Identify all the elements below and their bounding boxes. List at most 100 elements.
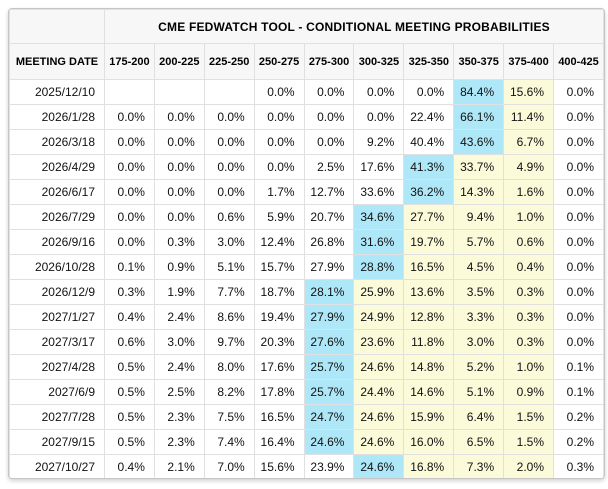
probability-cell: 9.7% xyxy=(203,329,255,355)
probability-cell: 0.3% xyxy=(503,304,555,330)
probability-cell: 27.7% xyxy=(403,204,455,230)
probability-cell: 0.0% xyxy=(553,204,604,230)
probability-cell: 5.1% xyxy=(203,254,255,280)
probability-cell: 27.6% xyxy=(303,329,355,355)
probability-cell: 1.5% xyxy=(503,404,555,430)
probability-cell: 0.0% xyxy=(104,229,155,255)
probability-cell: 0.5% xyxy=(104,354,155,380)
probability-cell: 4.9% xyxy=(503,154,555,180)
column-header-range-225-250: 225-250 xyxy=(203,43,255,80)
column-header-range-400-425: 400-425 xyxy=(553,43,604,80)
probability-cell: 3.0% xyxy=(453,329,505,355)
table-row: 2026/4/29 0.0% 0.0% 0.0% 0.0% 2.5% 17.6% 41.3% 3… xyxy=(9,154,604,180)
table-row: 2025/12/10 0.0% 0.0% 0.0% 0.0% 84.4% 15.6% 0.0% xyxy=(9,79,604,105)
probability-cell: 1.0% xyxy=(503,354,555,380)
probability-cell: 3.0% xyxy=(153,329,205,355)
column-header-range-275-300: 275-300 xyxy=(303,43,355,80)
probability-cell: 33.6% xyxy=(353,179,405,205)
probability-cell: 22.4% xyxy=(403,104,455,130)
meeting-date-cell: 2026/4/29 xyxy=(9,154,105,180)
probability-cell: 33.7% xyxy=(453,154,505,180)
probability-cell: 0.3% xyxy=(503,279,555,305)
table-row: 2026/9/16 0.0% 0.3% 3.0% 12.4% 26.8% 31.6% 19.7… xyxy=(9,229,604,255)
probability-cell: 19.7% xyxy=(403,229,455,255)
probability-cell: 0.2% xyxy=(553,404,604,430)
probability-cell: 2.3% xyxy=(153,404,205,430)
probability-cell: 16.5% xyxy=(253,404,305,430)
probability-cell: 2.5% xyxy=(153,379,205,405)
probability-cell: 12.4% xyxy=(253,229,305,255)
probability-cell: 0.0% xyxy=(153,179,205,205)
probability-cell: 12.8% xyxy=(403,304,455,330)
table-row: 2026/6/17 0.0% 0.0% 0.0% 1.7% 12.7% 33.6% 36.2%… xyxy=(9,179,604,205)
probability-cell: 11.4% xyxy=(503,104,555,130)
probability-cell: 0.5% xyxy=(104,429,155,455)
probability-cell: 0.6% xyxy=(104,329,155,355)
probability-cell: 0.0% xyxy=(203,104,255,130)
probability-cell: 0.0% xyxy=(303,129,355,155)
table-row: 2026/7/29 0.0% 0.0% 0.6% 5.9% 20.7% 34.6% 27.7%… xyxy=(9,204,604,230)
probability-cell: 1.7% xyxy=(253,179,305,205)
probability-cell: 0.0% xyxy=(104,179,155,205)
probability-cell: 0.1% xyxy=(553,354,604,380)
probability-cell: 0.9% xyxy=(503,379,555,405)
probability-cell: 0.3% xyxy=(104,279,155,305)
probability-cell: 5.9% xyxy=(253,204,305,230)
probability-cell: 24.6% xyxy=(353,454,405,478)
meeting-date-cell: 2026/1/28 xyxy=(9,104,105,130)
probability-cell: 0.3% xyxy=(153,229,205,255)
probability-cell: 34.6% xyxy=(353,204,405,230)
probability-cell: 24.9% xyxy=(353,304,405,330)
probability-cell: 6.5% xyxy=(453,429,505,455)
probability-cell: 24.4% xyxy=(353,379,405,405)
probability-cell: 5.1% xyxy=(453,379,505,405)
probability-cell: 0.0% xyxy=(104,204,155,230)
column-header-range-350-375: 350-375 xyxy=(453,43,505,80)
meeting-date-cell: 2027/4/28 xyxy=(9,354,105,380)
column-header-row: MEETING DATE 175-200 200-225 225-250 250-27… xyxy=(9,43,604,80)
probability-cell: 5.2% xyxy=(453,354,505,380)
probability-cell: 0.0% xyxy=(553,104,604,130)
probability-cell: 66.1% xyxy=(453,104,505,130)
probability-cell: 16.0% xyxy=(403,429,455,455)
probability-cell: 0.1% xyxy=(553,379,604,405)
probability-cell: 15.6% xyxy=(253,454,305,478)
probability-cell: 12.7% xyxy=(303,179,355,205)
fedwatch-table: CME FEDWATCH TOOL - CONDITIONAL MEETING … xyxy=(9,9,604,478)
column-header-range-175-200: 175-200 xyxy=(104,43,155,80)
probability-rows: 2025/12/10 0.0% 0.0% 0.0% 0.0% 84.4% 15.6% 0.0%… xyxy=(9,79,604,478)
column-header-range-250-275: 250-275 xyxy=(253,43,305,80)
probability-cell: 0.4% xyxy=(104,454,155,478)
probability-cell: 15.7% xyxy=(253,254,305,280)
probability-cell: 40.4% xyxy=(403,129,455,155)
probability-cell: 14.8% xyxy=(403,354,455,380)
probability-cell: 18.7% xyxy=(253,279,305,305)
meeting-date-cell: 2027/3/17 xyxy=(9,329,105,355)
probability-cell: 8.0% xyxy=(203,354,255,380)
meeting-date-cell: 2026/12/9 xyxy=(9,279,105,305)
probability-cell: 0.5% xyxy=(104,404,155,430)
probability-cell: 14.3% xyxy=(453,179,505,205)
probability-cell: 15.6% xyxy=(503,79,555,105)
probability-cell: 0.3% xyxy=(553,454,604,478)
probability-cell: 16.4% xyxy=(253,429,305,455)
probability-cell: 0.0% xyxy=(104,154,155,180)
probability-cell: 13.6% xyxy=(403,279,455,305)
probability-cell: 17.8% xyxy=(253,379,305,405)
table-row: 2026/1/28 0.0% 0.0% 0.0% 0.0% 0.0% 0.0% 22.4% 66… xyxy=(9,104,604,130)
probability-cell: 2.0% xyxy=(503,454,555,478)
probability-cell: 0.0% xyxy=(203,179,255,205)
probability-cell: 0.0% xyxy=(553,229,604,255)
probability-cell: 24.6% xyxy=(303,429,355,455)
meeting-date-cell: 2027/1/27 xyxy=(9,304,105,330)
probability-cell: 0.0% xyxy=(403,79,455,105)
probability-cell: 0.0% xyxy=(553,254,604,280)
meeting-date-cell: 2027/10/27 xyxy=(9,454,105,478)
probability-cell: 0.5% xyxy=(104,379,155,405)
probability-cell: 8.6% xyxy=(203,304,255,330)
probability-cell: 8.2% xyxy=(203,379,255,405)
probability-cell: 17.6% xyxy=(253,354,305,380)
probability-cell: 0.2% xyxy=(553,429,604,455)
probability-cell: 24.6% xyxy=(353,404,405,430)
fedwatch-probability-widget: CME FEDWATCH TOOL - CONDITIONAL MEETING … xyxy=(8,8,605,479)
